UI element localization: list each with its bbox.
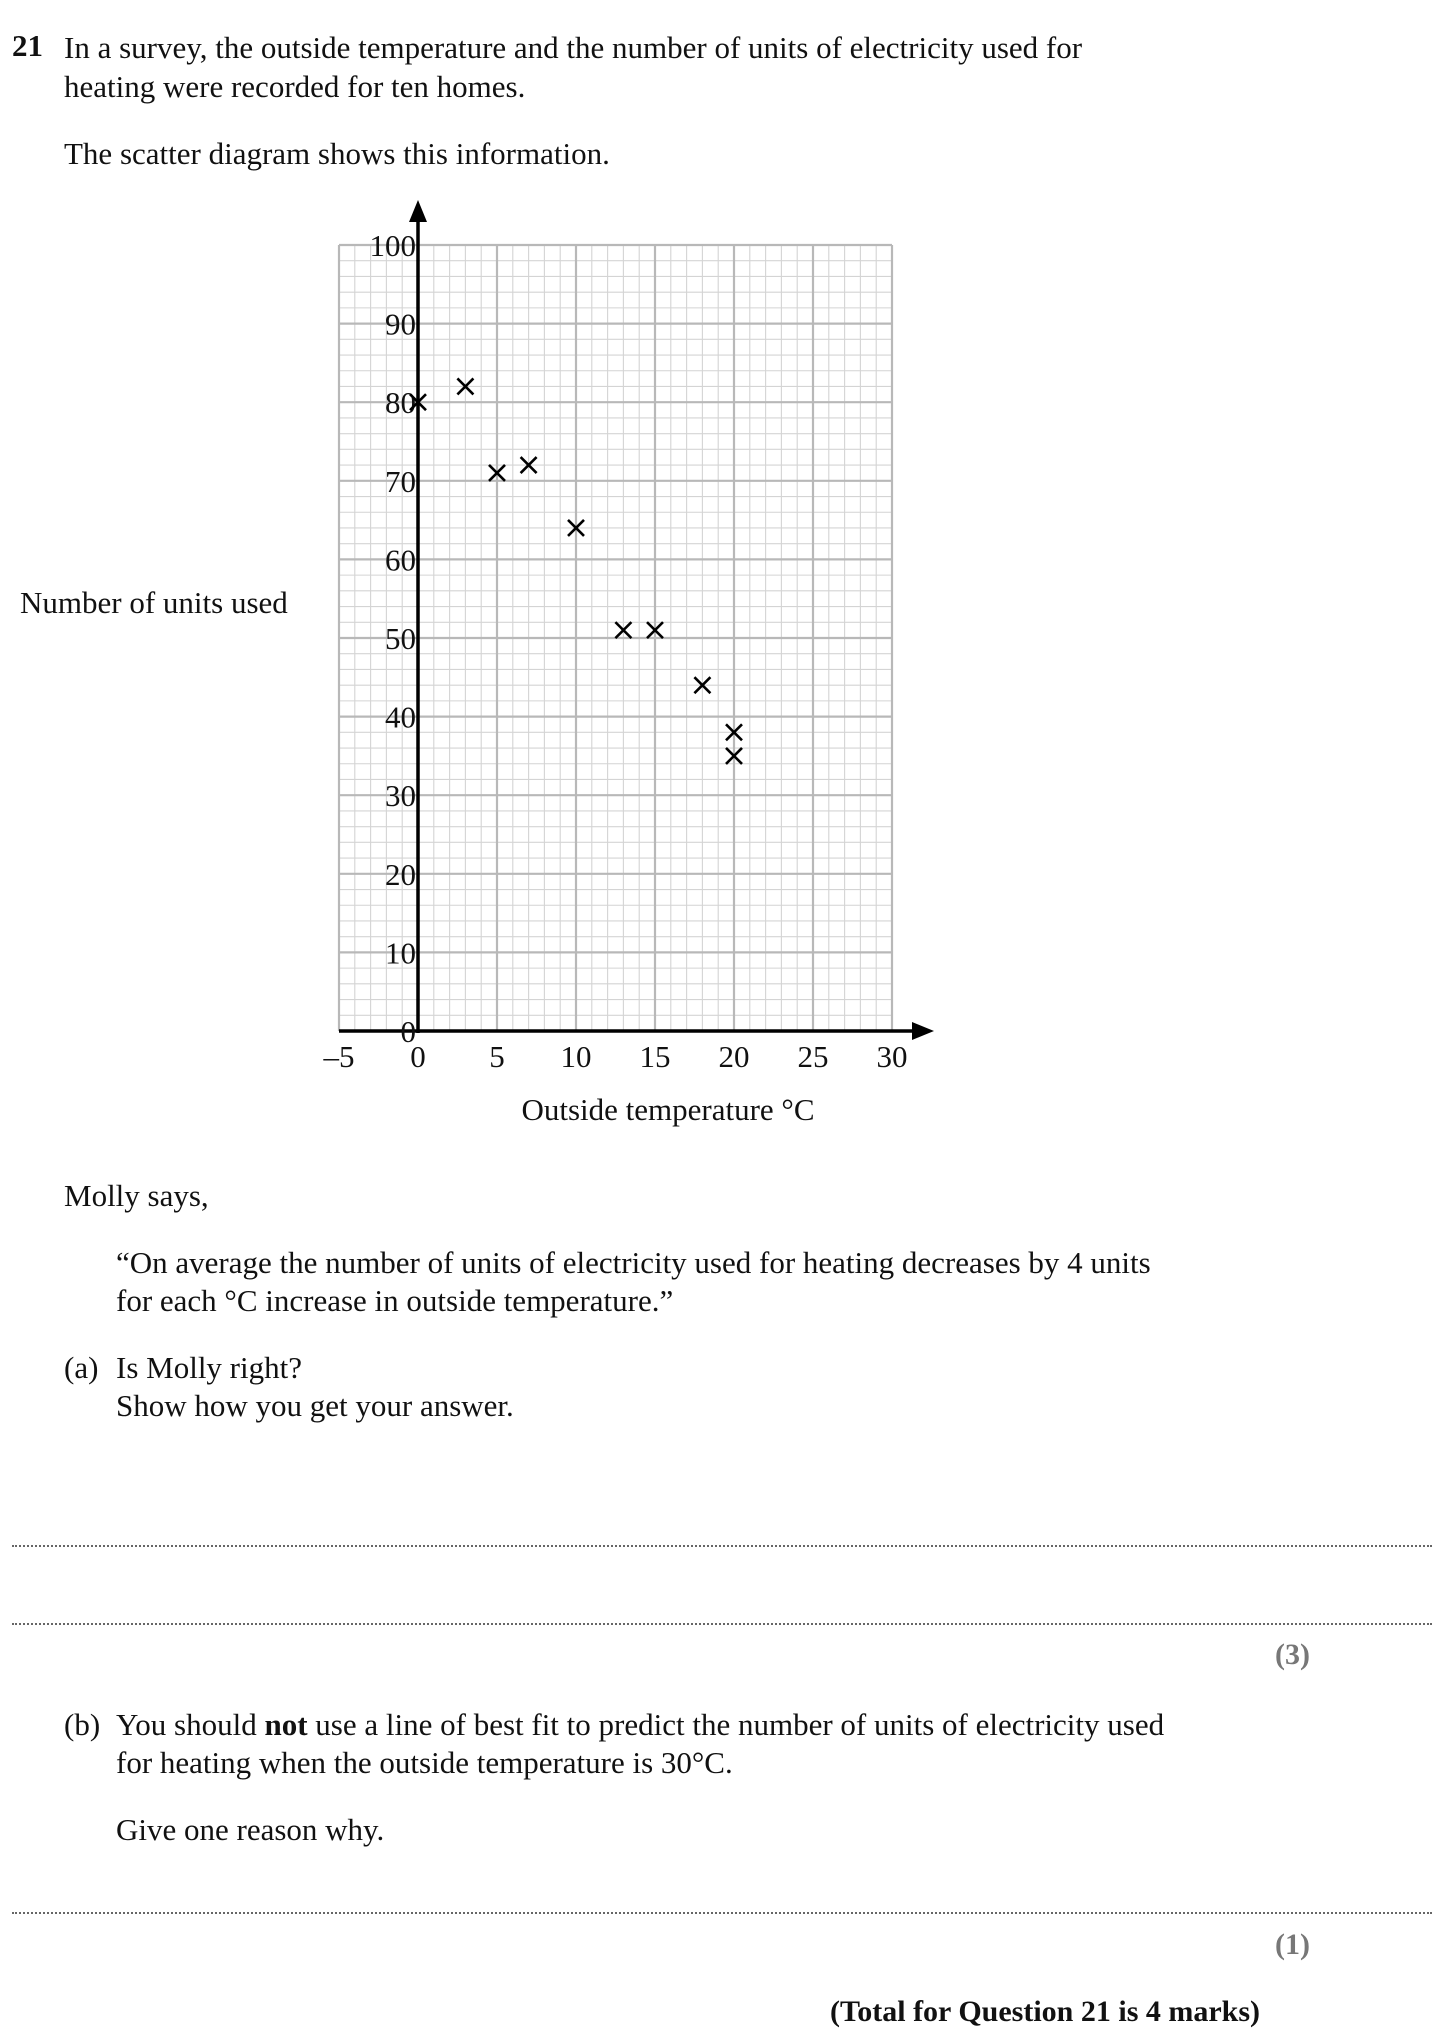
data-point	[409, 393, 427, 412]
part-b-line3: Give one reason why.	[116, 1812, 385, 1847]
question-number: 21	[12, 28, 43, 63]
point-stroke	[725, 746, 743, 765]
point-stroke	[725, 723, 743, 742]
part-a-marks: (3)	[1275, 1638, 1310, 1671]
data-point	[567, 519, 585, 537]
y-tick-label: 50	[385, 621, 416, 656]
molly-quote-line1: “On average the number of units of elect…	[116, 1245, 1151, 1280]
y-tick-label: 90	[385, 307, 416, 342]
data-point	[519, 456, 538, 474]
molly-quote-line2: for each °C increase in outside temperat…	[116, 1283, 674, 1318]
x-tick-label: 10	[561, 1039, 592, 1074]
part-a-line2: Show how you get your answer.	[116, 1388, 514, 1423]
x-tick-label: 5	[489, 1039, 505, 1074]
data-point	[725, 746, 743, 765]
x-tick-label: 15	[640, 1039, 671, 1074]
part-a-label: (a)	[64, 1350, 99, 1385]
y-axis-label: Number of units used	[20, 585, 288, 620]
y-tick-label: 30	[385, 778, 416, 813]
part-b-line1-post: use a line of best fit to predict the nu…	[307, 1707, 1165, 1742]
tick-labels: –5 0 5 10 15 20 25 30 0 10 20 30 40 50 60 70 80 90 100	[323, 228, 908, 1074]
part-b-line1: You should not use a line of best fit to…	[116, 1705, 1164, 1745]
point-stroke	[646, 621, 664, 640]
answer-line-a1[interactable]	[12, 1545, 1432, 1547]
point-stroke	[693, 676, 712, 695]
point-stroke	[409, 393, 427, 412]
part-b-label: (b)	[64, 1707, 101, 1742]
x-axis-label: Outside temperature °C	[521, 1092, 814, 1127]
point-stroke	[456, 377, 475, 396]
total-marks: (Total for Question 21 is 4 marks)	[830, 1995, 1261, 2028]
x-tick-label: 20	[719, 1039, 750, 1074]
scatter-diagram: –5 0 5 10 15 20 25 30 0 10 20 30 40 50 60 70 80 90 100 Out…	[20, 200, 934, 1127]
question-intro-line2: heating were recorded for ten homes.	[64, 69, 526, 104]
axes	[339, 200, 934, 1040]
data-point	[456, 377, 475, 396]
point-stroke	[488, 464, 506, 482]
x-tick-label: 0	[410, 1039, 426, 1074]
x-tick-label: 25	[798, 1039, 829, 1074]
x-tick-label: 30	[877, 1039, 908, 1074]
part-a-line1: Is Molly right?	[116, 1350, 302, 1385]
part-b-line2: for heating when the outside temperature…	[116, 1745, 733, 1780]
y-tick-label: 0	[401, 1014, 417, 1049]
y-tick-label: 40	[385, 700, 416, 735]
part-b-line1-bold: not	[264, 1707, 308, 1742]
molly-says: Molly says,	[64, 1178, 209, 1213]
data-point	[725, 723, 743, 742]
x-tick-label: –5	[323, 1039, 355, 1074]
part-b-marks: (1)	[1275, 1928, 1310, 1961]
x-axis-arrow	[912, 1022, 934, 1040]
data-point	[488, 464, 506, 482]
data-point	[614, 621, 633, 640]
y-tick-label: 80	[385, 385, 416, 420]
data-point	[693, 676, 712, 695]
y-tick-label: 10	[385, 935, 416, 970]
diagram-intro: The scatter diagram shows this informati…	[64, 136, 610, 171]
y-tick-label: 20	[385, 857, 416, 892]
y-axis-arrow	[409, 200, 427, 222]
part-b-line1-pre: You should	[116, 1707, 265, 1742]
y-tick-label: 60	[385, 542, 416, 577]
point-stroke	[567, 519, 585, 537]
data-points	[409, 377, 743, 765]
answer-line-b1[interactable]	[12, 1912, 1432, 1914]
point-stroke	[519, 456, 538, 474]
answer-line-a2[interactable]	[12, 1623, 1432, 1625]
y-tick-label: 100	[370, 228, 417, 263]
data-point	[646, 621, 664, 640]
point-stroke	[614, 621, 633, 640]
question-intro-line1: In a survey, the outside temperature and…	[64, 30, 1083, 65]
y-tick-label: 70	[385, 464, 416, 499]
